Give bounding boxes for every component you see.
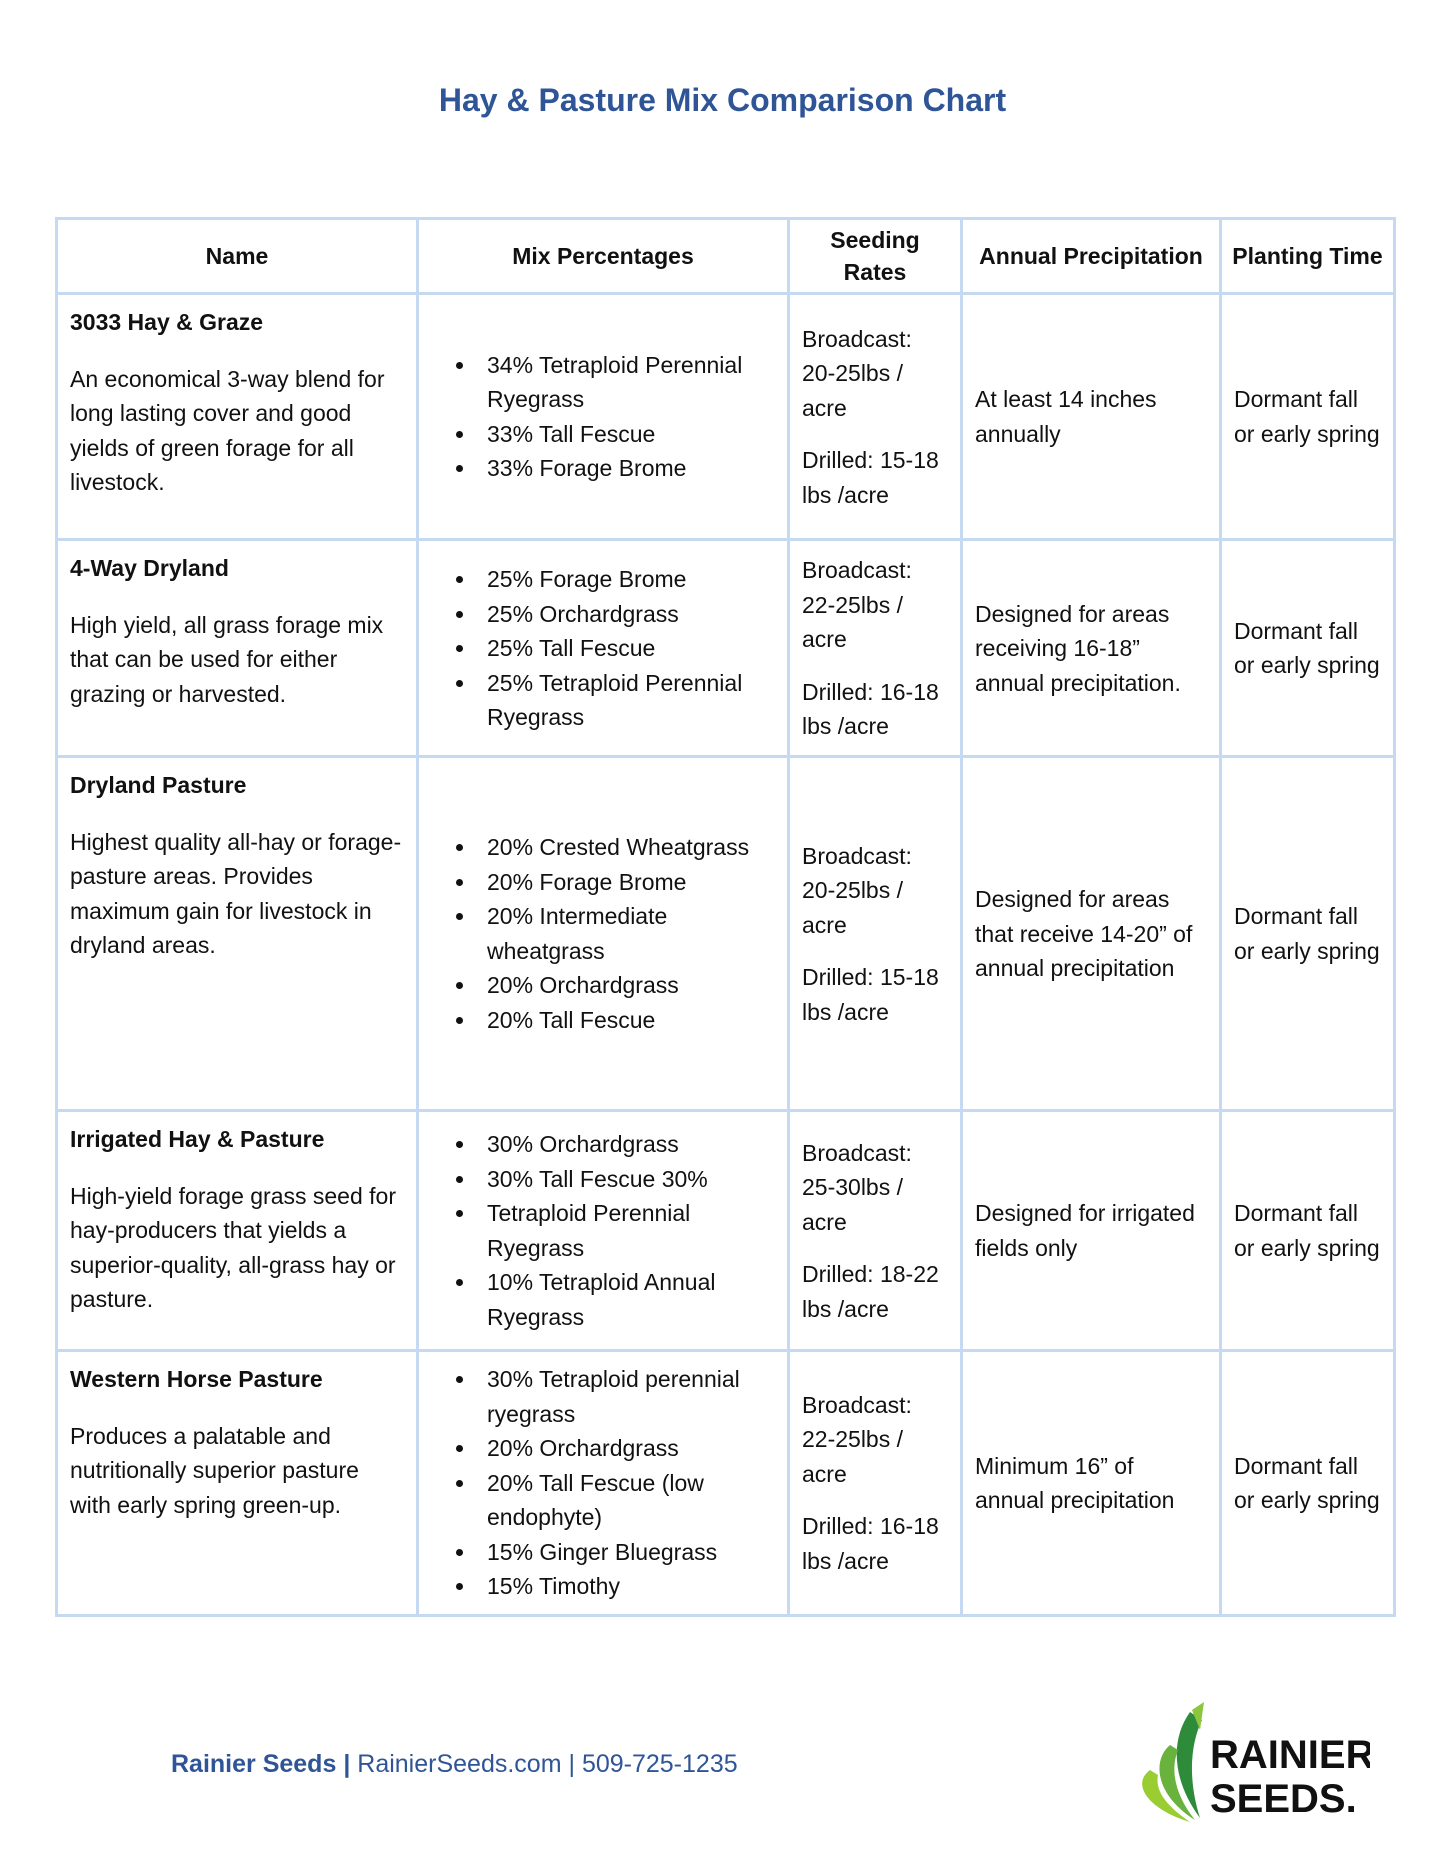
mix-name: Dryland Pasture — [70, 772, 247, 799]
precipitation-cell: At least 14 inches annually — [960, 292, 1222, 542]
mix-cell: 20% Crested Wheatgrass20% Forage Brome20… — [416, 755, 790, 1113]
table-row: Dryland Pasture Highest quality all-hay o… — [55, 755, 1396, 1113]
drilled-rate: Drilled: 18-22 lbs /acre — [802, 1261, 939, 1322]
phone: 509-725-1235 — [581, 1750, 738, 1778]
precipitation-cell: Designed for areas that receive 14-20” o… — [960, 755, 1222, 1113]
mix-list: 30% Tetraploid perennial ryegrass20% Orc… — [431, 1362, 775, 1604]
planting-cell: Dormant fall or early spring — [1219, 292, 1396, 542]
broadcast-rate: Broadcast: 22-25lbs / acre — [802, 1391, 912, 1487]
name-cell: Dryland Pasture Highest quality all-hay o… — [55, 755, 419, 1113]
mix-item: 15% Timothy — [477, 1569, 775, 1604]
mix-item: 33% Forage Brome — [477, 451, 775, 486]
mix-item: 20% Tall Fescue — [477, 1003, 775, 1038]
comparison-table: Name Mix Percentages Seeding Rates Annual P… — [55, 216, 1396, 1617]
broadcast-rate: Broadcast: 25-30lbs / acre — [802, 1139, 912, 1235]
logo-leaf — [1176, 1712, 1202, 1818]
column-header: Annual Precipitation — [960, 216, 1222, 296]
name-cell: Irrigated Hay & Pasture High-yield forage… — [55, 1109, 419, 1353]
mix-name: 3033 Hay & Graze — [70, 309, 264, 336]
logo-leaf — [1159, 1745, 1195, 1820]
logo-text: SEEDS. — [1210, 1777, 1357, 1821]
seeding-cell: Broadcast: 20-25lbs / acre Drilled: 15-18… — [787, 292, 963, 542]
mix-item: 25% Forage Brome — [477, 562, 775, 597]
mix-name: Western Horse Pasture — [70, 1366, 323, 1393]
table-row: Irrigated Hay & Pasture High-yield forage… — [55, 1109, 1396, 1353]
mix-cell: 30% Tetraploid perennial ryegrass20% Orc… — [416, 1349, 790, 1617]
mix-list: 34% Tetraploid Perennial Ryegrass33% Tal… — [431, 348, 775, 486]
mix-item: 25% Tetraploid Perennial Ryegrass — [477, 666, 775, 735]
drilled-rate: Drilled: 15-18 lbs /acre — [802, 964, 939, 1025]
mix-name: 4-Way Dryland — [70, 555, 229, 582]
column-header: Name — [55, 216, 419, 296]
mix-cell: 34% Tetraploid Perennial Ryegrass33% Tal… — [416, 292, 790, 542]
name-cell: 4-Way Dryland High yield, all grass forag… — [55, 538, 419, 759]
mix-item: 25% Tall Fescue — [477, 631, 775, 666]
seeding-cell: Broadcast: 22-25lbs / acre Drilled: 16-18… — [787, 1349, 963, 1617]
company: Rainier Seeds — [171, 1750, 337, 1778]
separator: | — [343, 1750, 351, 1778]
broadcast-rate: Broadcast: 20-25lbs / acre — [802, 325, 912, 421]
logo: RAINIER SEEDS. — [1142, 1702, 1370, 1822]
mix-item: 25% Orchardgrass — [477, 597, 775, 632]
column-header: Mix Percentages — [416, 216, 790, 296]
mix-description: Produces a palatable and nutritionally s… — [70, 1422, 359, 1518]
drilled-rate: Drilled: 15-18 lbs /acre — [802, 447, 939, 508]
footer: Rainier Seeds | RainierSeeds.com | 509-7… — [171, 1750, 738, 1779]
column-header: Seeding Rates — [787, 216, 963, 296]
mix-item: 20% Orchardgrass — [477, 1431, 775, 1466]
name-cell: Western Horse Pasture Produces a palatabl… — [55, 1349, 419, 1617]
table-row: 4-Way Dryland High yield, all grass forag… — [55, 538, 1396, 759]
logo-leaf — [1192, 1702, 1204, 1730]
mix-item: 30% Tetraploid perennial ryegrass — [477, 1362, 775, 1431]
mix-list: 30% Orchardgrass30% Tall Fescue 30%Tetra… — [431, 1127, 775, 1334]
separator: | — [568, 1750, 575, 1778]
mix-item: 10% Tetraploid Annual Ryegrass — [477, 1265, 775, 1334]
mix-item: 30% Tall Fescue 30% — [477, 1162, 775, 1197]
mix-description: Highest quality all-hay or forage-pastur… — [70, 828, 402, 959]
mix-description: High yield, all grass forage mix that ca… — [70, 611, 384, 707]
mix-cell: 30% Orchardgrass30% Tall Fescue 30%Tetra… — [416, 1109, 790, 1353]
name-cell: 3033 Hay & Graze An economical 3-way blen… — [55, 292, 419, 542]
precipitation-cell: Designed for irrigated fields only — [960, 1109, 1222, 1353]
mix-item: 20% Crested Wheatgrass — [477, 830, 775, 865]
seeding-cell: Broadcast: 20-25lbs / acre Drilled: 15-18… — [787, 755, 963, 1113]
precipitation-cell: Minimum 16” of annual precipitation — [960, 1349, 1222, 1617]
mix-item: 20% Orchardgrass — [477, 968, 775, 1003]
mix-item: 20% Intermediate wheatgrass — [477, 899, 775, 968]
mix-item: 33% Tall Fescue — [477, 417, 775, 452]
planting-cell: Dormant fall or early spring — [1219, 1109, 1396, 1353]
header-row: Name Mix Percentages Seeding Rates Annual P… — [55, 216, 1396, 296]
mix-item: 20% Tall Fescue (low endophyte) — [477, 1466, 775, 1535]
planting-cell: Dormant fall or early spring — [1219, 538, 1396, 759]
mix-cell: 25% Forage Brome25% Orchardgrass25% Tall… — [416, 538, 790, 759]
drilled-rate: Drilled: 16-18 lbs /acre — [802, 678, 939, 740]
mix-list: 25% Forage Brome25% Orchardgrass25% Tall… — [431, 562, 775, 735]
planting-cell: Dormant fall or early spring — [1219, 755, 1396, 1113]
mix-description: An economical 3-way blend for long lasti… — [70, 365, 385, 496]
mix-item: 15% Ginger Bluegrass — [477, 1535, 775, 1570]
mix-item: 20% Forage Brome — [477, 865, 775, 900]
mix-list: 20% Crested Wheatgrass20% Forage Brome20… — [431, 830, 775, 1037]
mix-description: High-yield forage grass seed for hay-pro… — [70, 1182, 396, 1313]
seeding-cell: Broadcast: 22-25lbs / acre Drilled: 16-18… — [787, 538, 963, 759]
title: Hay & Pasture Mix Comparison Chart — [438, 82, 1007, 118]
mix-item: 30% Orchardgrass — [477, 1127, 775, 1162]
broadcast-rate: Broadcast: 20-25lbs / acre — [802, 842, 912, 938]
drilled-rate: Drilled: 16-18 lbs /acre — [802, 1513, 939, 1574]
mix-name: Irrigated Hay & Pasture — [70, 1126, 325, 1153]
broadcast-rate: Broadcast: 22-25lbs / acre — [802, 557, 912, 653]
logo-leaf — [1142, 1770, 1190, 1822]
mix-item: Tetraploid Perennial Ryegrass — [477, 1196, 775, 1265]
column-header: Planting Time — [1219, 216, 1396, 296]
table-row: Western Horse Pasture Produces a palatabl… — [55, 1349, 1396, 1617]
website: RainierSeeds.com — [357, 1750, 562, 1778]
table-row: 3033 Hay & Graze An economical 3-way blen… — [55, 292, 1396, 542]
precipitation-cell: Designed for areas receiving 16-18” annu… — [960, 538, 1222, 759]
logo-text: RAINIER — [1210, 1733, 1370, 1777]
mix-item: 34% Tetraploid Perennial Ryegrass — [477, 348, 775, 417]
seeding-cell: Broadcast: 25-30lbs / acre Drilled: 18-22… — [787, 1109, 963, 1353]
planting-cell: Dormant fall or early spring — [1219, 1349, 1396, 1617]
